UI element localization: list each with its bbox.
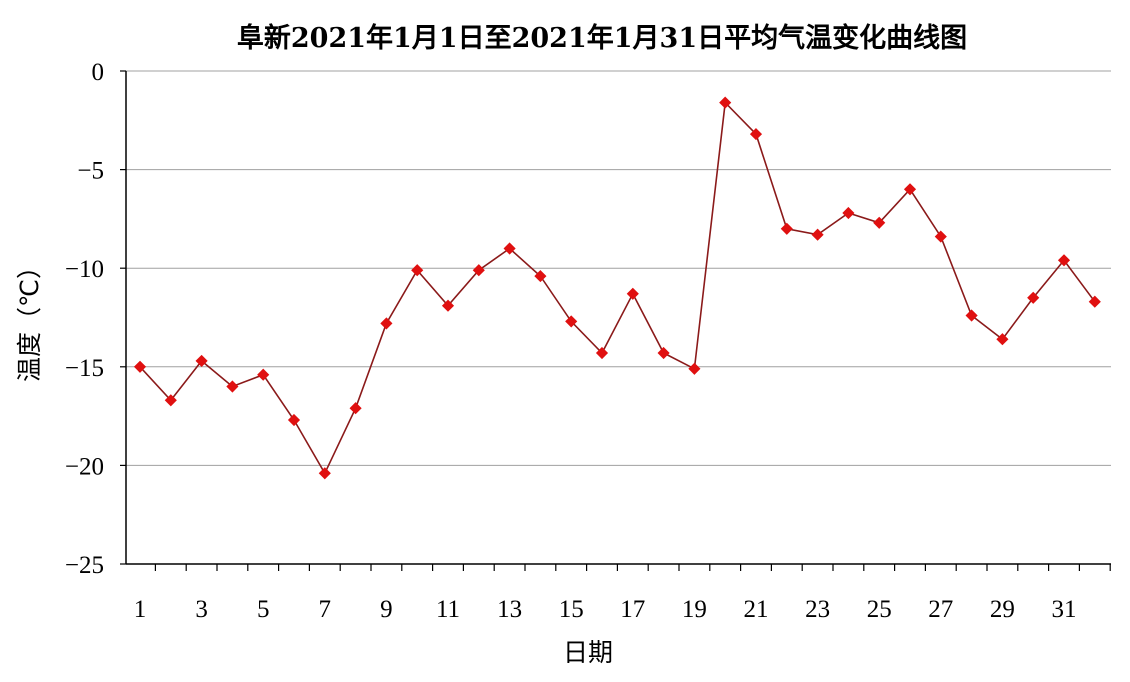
x-tick-label: 13 (497, 596, 522, 623)
x-tick-label: 23 (805, 596, 830, 623)
data-point-marker (780, 222, 793, 235)
x-tick-label: 3 (195, 596, 208, 623)
x-tick-label: 31 (1052, 596, 1077, 623)
data-point-marker (842, 206, 855, 220)
data-point-marker (349, 402, 362, 415)
data-point-marker (226, 380, 239, 393)
chart-title: 阜新2021年1月1日至2021年1月31日平均气温变化曲线图 (237, 22, 967, 54)
data-point-marker (472, 264, 485, 277)
data-point-marker (965, 309, 978, 322)
data-point-marker (534, 270, 547, 283)
y-axis-label: 温度（℃） (15, 254, 44, 382)
x-tick-label: 5 (257, 596, 270, 623)
y-tick-label: 0 (92, 59, 105, 86)
data-point-marker (195, 354, 208, 367)
x-tick-label: 21 (744, 596, 769, 623)
data-point-marker (657, 346, 670, 360)
x-axis-tick-labels: 1 3 5 7 9 11 13 15 17 19 21 23 25 27 29 31 (134, 596, 1077, 623)
x-tick-label: 1 (134, 596, 147, 623)
data-point-marker (903, 183, 917, 196)
data-point-marker (1057, 254, 1071, 267)
data-point-marker (503, 242, 516, 255)
x-tick-label: 7 (319, 596, 332, 623)
x-tick-label: 27 (928, 596, 953, 623)
data-point-marker (1027, 291, 1040, 304)
data-point-marker (565, 315, 578, 328)
x-tick-label: 15 (559, 596, 584, 623)
y-tick-label: −15 (65, 355, 104, 382)
y-tick-label: −5 (77, 158, 104, 185)
data-point-marker (811, 228, 824, 241)
data-point-marker (688, 362, 701, 375)
x-tick-label: 11 (436, 596, 460, 623)
x-tick-label: 19 (682, 596, 707, 623)
data-point-marker (873, 216, 886, 229)
y-tick-label: −25 (65, 552, 104, 579)
data-point-marker (934, 230, 947, 243)
y-tick-label: −20 (65, 453, 104, 480)
data-point-marker (719, 96, 732, 109)
data-point-marker (411, 264, 424, 277)
y-tick-label: −10 (65, 256, 104, 283)
data-point-marker (441, 299, 455, 312)
x-tick-label: 25 (867, 596, 892, 623)
data-point-marker (380, 317, 393, 330)
data-point-marker (749, 128, 763, 141)
data-point-marker (595, 346, 609, 360)
x-tick-label: 17 (620, 596, 645, 623)
axes (120, 70, 1111, 571)
data-point-marker (318, 467, 331, 480)
x-tick-label: 29 (990, 596, 1015, 623)
data-point-marker (257, 368, 270, 381)
y-axis-tick-labels: 0 −5 −10 −15 −20 −25 (65, 59, 104, 579)
data-point-marker (626, 287, 639, 300)
gridlines (126, 70, 1111, 466)
series-temperature (133, 96, 1101, 480)
data-point-marker (133, 360, 147, 373)
data-point-marker (164, 394, 177, 407)
x-axis-label: 日期 (563, 638, 613, 667)
x-tick-label: 9 (380, 596, 393, 623)
data-point-marker (287, 413, 301, 427)
series-line (139, 100, 1096, 476)
data-point-marker (996, 333, 1009, 346)
data-point-marker (1088, 295, 1101, 308)
